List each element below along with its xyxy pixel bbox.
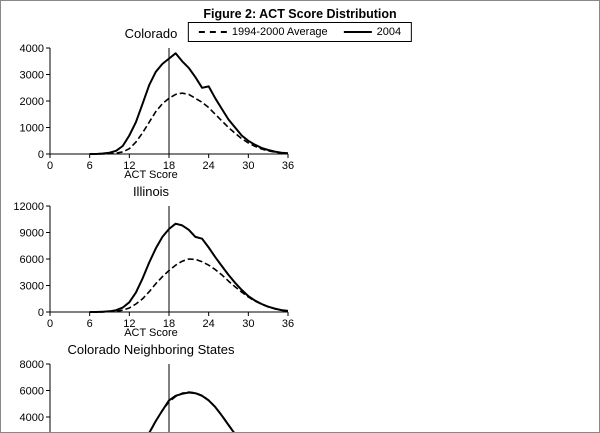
x-axis-label-illinois: ACT Score [124, 327, 178, 339]
legend-item-average: 1994-2000 Average [198, 26, 328, 38]
svg-text:0: 0 [47, 318, 53, 330]
svg-text:6: 6 [87, 318, 93, 330]
svg-text:6000: 6000 [20, 386, 44, 398]
chart-title-colorado-neighbors: Colorado Neighboring States [67, 342, 235, 357]
svg-text:36: 36 [282, 160, 294, 172]
legend: 1994-2000 Average 2004 [187, 22, 413, 42]
svg-text:24: 24 [203, 318, 215, 330]
chart-title-illinois: Illinois [132, 184, 170, 199]
svg-text:0: 0 [47, 160, 53, 172]
figure-title: Figure 2: ACT Score Distribution [203, 7, 397, 21]
svg-text:1000: 1000 [20, 123, 44, 135]
legend-item-2004: 2004 [343, 26, 402, 38]
svg-text:30: 30 [242, 160, 254, 172]
chart-panel-colorado-neighbors: Colorado Neighboring States 020004000600… [1, 341, 301, 432]
svg-text:4000: 4000 [20, 412, 44, 424]
svg-text:12: 12 [123, 160, 135, 172]
svg-text:36: 36 [282, 318, 294, 330]
svg-text:3000: 3000 [20, 70, 44, 82]
svg-text:3000: 3000 [20, 281, 44, 293]
svg-text:8000: 8000 [20, 359, 44, 371]
svg-text:30: 30 [242, 318, 254, 330]
dashed-line-sample-icon [198, 31, 227, 33]
chart-title-colorado: Colorado [124, 26, 178, 41]
legend-label-2004: 2004 [376, 26, 402, 38]
svg-text:24: 24 [203, 160, 215, 172]
chart-panel-illinois: Illinois 0 3000 6000 9000 12000 0 6 12 18 24 30 36 … [1, 183, 301, 341]
chart-plot-colorado: 0 1000 2000 3000 4000 0 6 12 18 24 30 36 [20, 43, 295, 172]
svg-text:0: 0 [38, 307, 44, 319]
svg-text:18: 18 [163, 160, 175, 172]
svg-text:2000: 2000 [20, 96, 44, 108]
legend-label-average: 1994-2000 Average [231, 26, 328, 38]
chart-plot-colorado-neighbors: 02000400060008000061218243036 [20, 359, 235, 432]
svg-text:12000: 12000 [13, 201, 44, 213]
charts-grid: Colorado 0 1000 2000 3000 4000 0 6 12 18 24 30 36 A… [1, 25, 599, 432]
chart-panel-colorado: Colorado 0 1000 2000 3000 4000 0 6 12 18 24 30 36 A… [1, 25, 301, 183]
svg-text:4000: 4000 [20, 43, 44, 55]
svg-text:12: 12 [123, 318, 135, 330]
svg-text:18: 18 [163, 318, 175, 330]
svg-text:6000: 6000 [20, 254, 44, 266]
svg-text:6: 6 [87, 160, 93, 172]
chart-plot-illinois: 0 3000 6000 9000 12000 0 6 12 18 24 30 36 [13, 201, 294, 330]
svg-text:9000: 9000 [20, 228, 44, 240]
svg-text:0: 0 [38, 149, 44, 161]
solid-line-sample-icon [343, 31, 372, 33]
x-axis-label-colorado: ACT Score [124, 169, 178, 181]
